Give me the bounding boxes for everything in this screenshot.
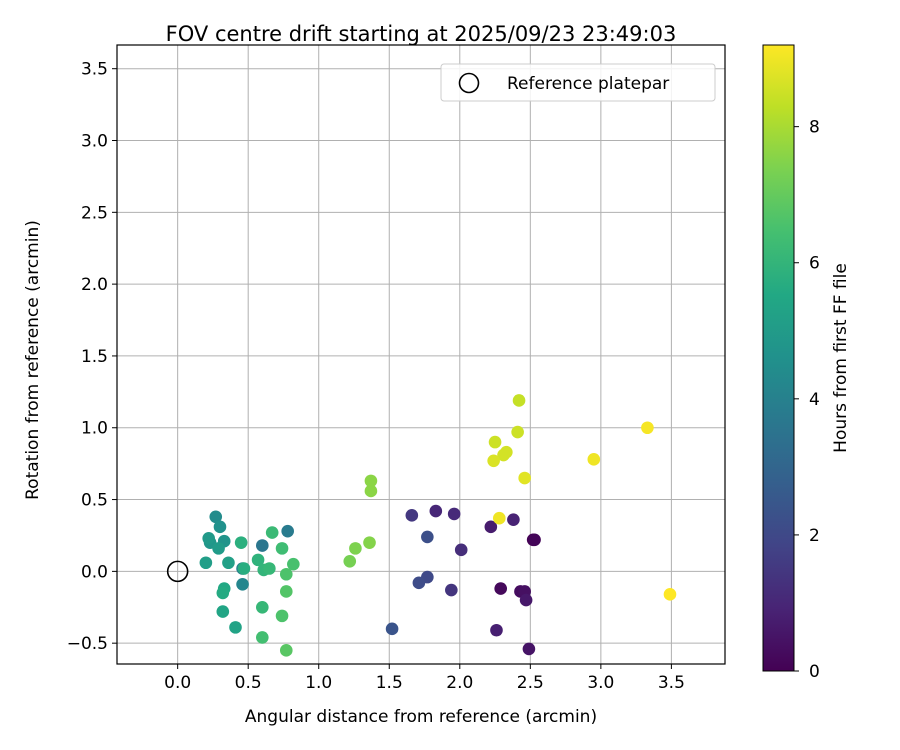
data-point bbox=[281, 524, 294, 538]
y-tick-label: 1.0 bbox=[81, 419, 108, 439]
plot-frame bbox=[116, 44, 726, 665]
x-axis-label: Angular distance from reference (arcmin) bbox=[245, 707, 597, 727]
y-tick-label: 1.5 bbox=[81, 347, 108, 367]
x-axis-ticks: 0.0 0.5 1.0 1.5 2.0 2.5 3.0 3.5 bbox=[164, 664, 685, 693]
data-point bbox=[275, 609, 289, 623]
data-point bbox=[364, 484, 378, 498]
data-point bbox=[199, 556, 213, 570]
x-tick-label: 0.5 bbox=[235, 673, 262, 693]
y-tick-label: 2.5 bbox=[81, 203, 108, 223]
data-point bbox=[663, 588, 677, 601]
data-point bbox=[279, 585, 293, 598]
y-axis-label: Rotation from reference (arcmin) bbox=[23, 220, 43, 500]
grid-lines bbox=[117, 45, 725, 664]
y-tick-label: −0.5 bbox=[67, 634, 108, 654]
x-tick-label: 2.0 bbox=[446, 673, 473, 693]
data-point bbox=[487, 454, 500, 468]
data-point bbox=[528, 533, 541, 547]
data-point bbox=[255, 631, 269, 644]
data-point bbox=[490, 623, 503, 637]
data-point bbox=[255, 600, 269, 614]
colorbar-tick-label: 0 bbox=[809, 662, 820, 682]
data-point bbox=[385, 622, 399, 636]
data-point bbox=[511, 425, 524, 439]
colorbar-tick-label: 4 bbox=[809, 390, 820, 410]
x-tick-label: 2.5 bbox=[517, 673, 544, 693]
data-point bbox=[421, 530, 434, 544]
data-point bbox=[236, 577, 249, 591]
data-point bbox=[265, 526, 279, 539]
data-point bbox=[519, 593, 533, 607]
data-point bbox=[279, 644, 293, 657]
data-point bbox=[279, 567, 293, 581]
data-point bbox=[209, 510, 223, 524]
data-point bbox=[216, 586, 230, 600]
data-point bbox=[494, 582, 508, 595]
data-point bbox=[587, 453, 601, 466]
colorbar-gradient bbox=[762, 44, 795, 672]
data-point bbox=[349, 542, 362, 555]
data-point bbox=[500, 445, 513, 459]
data-point bbox=[454, 543, 468, 557]
y-tick-label: 2.0 bbox=[81, 275, 108, 295]
colorbar-tick-label: 6 bbox=[809, 254, 820, 274]
data-point bbox=[363, 536, 376, 549]
colorbar-tick-label: 8 bbox=[809, 118, 820, 138]
data-point bbox=[492, 511, 506, 525]
data-point bbox=[518, 471, 531, 485]
data-point bbox=[213, 520, 227, 534]
x-tick-label: 3.0 bbox=[587, 673, 614, 693]
data-point bbox=[251, 553, 265, 567]
data-point bbox=[512, 394, 526, 407]
data-point bbox=[234, 536, 248, 549]
data-point bbox=[364, 474, 378, 488]
data-point bbox=[202, 532, 215, 545]
chart-title: FOV centre drift starting at 2025/09/23 … bbox=[166, 22, 677, 46]
y-tick-label: 3.0 bbox=[81, 132, 108, 152]
data-point bbox=[229, 621, 242, 634]
data-point bbox=[255, 539, 269, 552]
reference-platepar-point bbox=[166, 560, 189, 583]
colorbar-ticks: 0 2 4 6 8 bbox=[794, 118, 820, 682]
data-point bbox=[445, 583, 458, 597]
legend-label: Reference platepar bbox=[507, 74, 669, 94]
y-tick-label: 0.5 bbox=[81, 491, 108, 511]
data-point bbox=[275, 542, 289, 555]
y-tick-label: 0.0 bbox=[81, 562, 108, 582]
colorbar-tick-label: 2 bbox=[809, 526, 820, 546]
data-points bbox=[199, 394, 677, 657]
data-point bbox=[216, 605, 230, 618]
data-point bbox=[522, 642, 536, 656]
data-point bbox=[287, 557, 300, 571]
data-point bbox=[507, 513, 520, 526]
data-point bbox=[222, 556, 235, 570]
data-point bbox=[405, 509, 419, 522]
data-point bbox=[212, 542, 225, 555]
legend-box bbox=[440, 63, 716, 102]
legend: Reference platepar bbox=[440, 63, 716, 102]
x-tick-label: 0.0 bbox=[164, 673, 191, 693]
y-tick-label: 3.5 bbox=[81, 60, 108, 80]
x-tick-label: 1.0 bbox=[305, 673, 332, 693]
y-axis-ticks: −0.5 0.0 0.5 1.0 1.5 2.0 2.5 3.0 3.5 bbox=[67, 60, 117, 654]
colorbar: 0 2 4 6 8 Hours from first FF file bbox=[762, 44, 851, 682]
x-tick-label: 3.5 bbox=[658, 673, 685, 693]
data-point bbox=[429, 504, 443, 518]
data-point bbox=[412, 576, 426, 590]
data-point bbox=[343, 555, 357, 568]
data-point bbox=[263, 562, 276, 575]
data-point bbox=[488, 435, 502, 449]
colorbar-label: Hours from first FF file bbox=[831, 263, 851, 453]
x-tick-label: 1.5 bbox=[376, 673, 403, 693]
data-point bbox=[447, 507, 461, 521]
data-point bbox=[641, 421, 654, 435]
data-point bbox=[484, 520, 498, 534]
legend-marker-icon bbox=[458, 72, 480, 94]
reference-marker bbox=[166, 560, 189, 583]
data-point bbox=[237, 562, 251, 575]
